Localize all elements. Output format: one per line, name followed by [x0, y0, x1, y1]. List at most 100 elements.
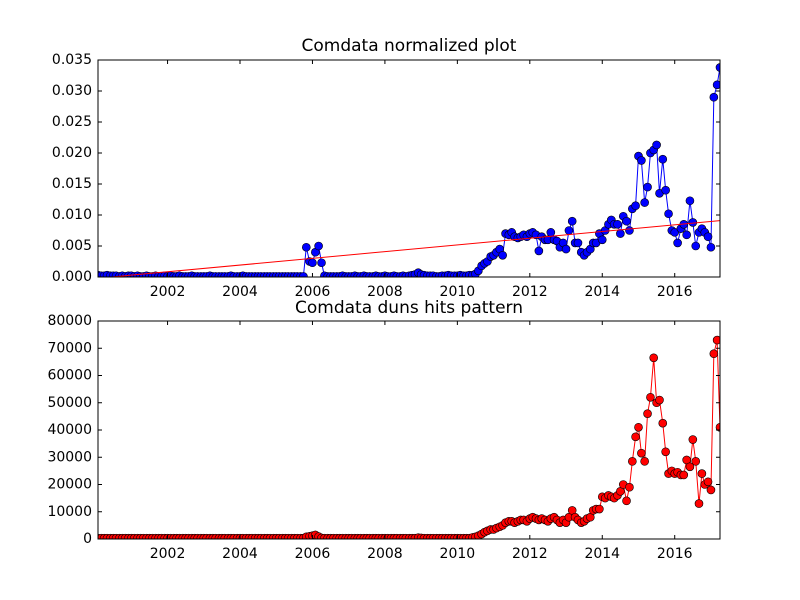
data-point	[712, 335, 720, 345]
x-tick-label: 2004	[222, 284, 258, 300]
x-tick-label: 2012	[512, 284, 548, 300]
y-tick-label: 0.035	[52, 52, 92, 68]
x-tick-label: 2006	[295, 546, 331, 562]
y-tick-label: 0.000	[52, 269, 92, 285]
data-point	[564, 226, 574, 235]
data-point	[317, 258, 326, 268]
y-tick-label: 0.005	[52, 238, 92, 254]
y-tick-label: 20000	[47, 477, 92, 493]
data-point	[314, 241, 323, 251]
chart-title: Comdata duns hits pattern	[295, 298, 523, 318]
y-tick-label: 0	[83, 531, 92, 547]
data-point	[625, 226, 634, 235]
data-point	[646, 392, 655, 402]
series-line	[105, 220, 720, 277]
x-tick-label: 2014	[584, 284, 620, 300]
plot-area	[98, 335, 720, 539]
data-point	[691, 241, 701, 251]
data-point	[625, 482, 634, 492]
data-point	[697, 469, 707, 478]
data-point	[715, 63, 720, 72]
data-point	[658, 418, 668, 428]
data-point	[567, 216, 577, 226]
data-point	[691, 457, 701, 466]
data-point	[703, 477, 713, 487]
y-tick-label: 0.015	[52, 176, 92, 192]
data-point	[573, 238, 583, 248]
data-point	[561, 244, 571, 254]
x-tick-label: 2016	[657, 284, 693, 300]
data-point	[613, 220, 622, 229]
data-point	[661, 185, 670, 195]
data-point	[706, 242, 716, 252]
data-point	[301, 242, 311, 252]
x-tick-label: 2004	[222, 546, 258, 562]
data-point	[631, 201, 640, 210]
data-point	[649, 353, 659, 363]
chart-title: Comdata normalized plot	[302, 36, 517, 56]
axes-frame	[97, 59, 721, 278]
data-point	[712, 80, 720, 90]
data-point	[652, 140, 661, 150]
y-tick-label: 0.010	[52, 207, 92, 223]
data-point	[622, 216, 631, 226]
data-point	[631, 432, 640, 442]
data-point	[703, 232, 713, 241]
y-tick-label: 50000	[47, 395, 92, 411]
y-tick-label: 60000	[47, 368, 92, 384]
data-point	[498, 251, 507, 260]
data-point	[640, 198, 649, 207]
data-point	[679, 470, 689, 480]
data-point	[673, 238, 682, 248]
data-point	[595, 504, 604, 514]
data-point	[688, 435, 698, 444]
y-tick-label: 30000	[47, 449, 92, 465]
data-point	[682, 455, 691, 465]
x-tick-label: 2014	[584, 546, 620, 562]
data-point	[709, 349, 719, 359]
x-tick-label: 2010	[440, 546, 476, 562]
data-point	[670, 228, 680, 237]
data-point	[682, 230, 691, 240]
y-tick-label: 0.020	[52, 145, 92, 161]
x-tick-label: 2010	[440, 284, 476, 300]
data-point	[685, 462, 695, 472]
data-point	[622, 496, 631, 506]
data-point	[694, 499, 704, 508]
y-tick-label: 10000	[47, 504, 92, 520]
data-point	[685, 196, 695, 206]
data-point	[546, 228, 556, 237]
data-point	[597, 235, 607, 245]
data-point	[640, 457, 649, 466]
data-point	[628, 457, 637, 466]
data-point	[643, 409, 652, 418]
x-tick-label: 2008	[367, 284, 403, 300]
data-point	[655, 395, 664, 405]
data-point	[637, 156, 646, 165]
data-point	[706, 485, 716, 495]
data-point	[709, 92, 719, 102]
data-point	[299, 272, 308, 277]
x-tick-label: 2008	[367, 546, 403, 562]
x-tick-label: 2002	[150, 284, 186, 300]
data-point	[637, 448, 646, 458]
data-point	[634, 422, 643, 432]
data-point	[715, 422, 720, 432]
y-tick-label: 80000	[47, 313, 92, 329]
data-point	[643, 182, 652, 192]
plot-area	[98, 63, 720, 277]
data-point	[616, 229, 625, 238]
y-tick-label: 0.030	[52, 83, 92, 99]
x-tick-label: 2006	[295, 284, 331, 300]
x-tick-label: 2002	[150, 546, 186, 562]
x-tick-label: 2012	[512, 546, 548, 562]
y-tick-label: 70000	[47, 340, 92, 356]
y-tick-label: 40000	[47, 422, 92, 438]
y-tick-label: 0.025	[52, 114, 92, 130]
data-point	[534, 246, 544, 256]
data-point	[308, 258, 317, 268]
data-point	[658, 154, 668, 164]
data-point	[664, 209, 673, 219]
